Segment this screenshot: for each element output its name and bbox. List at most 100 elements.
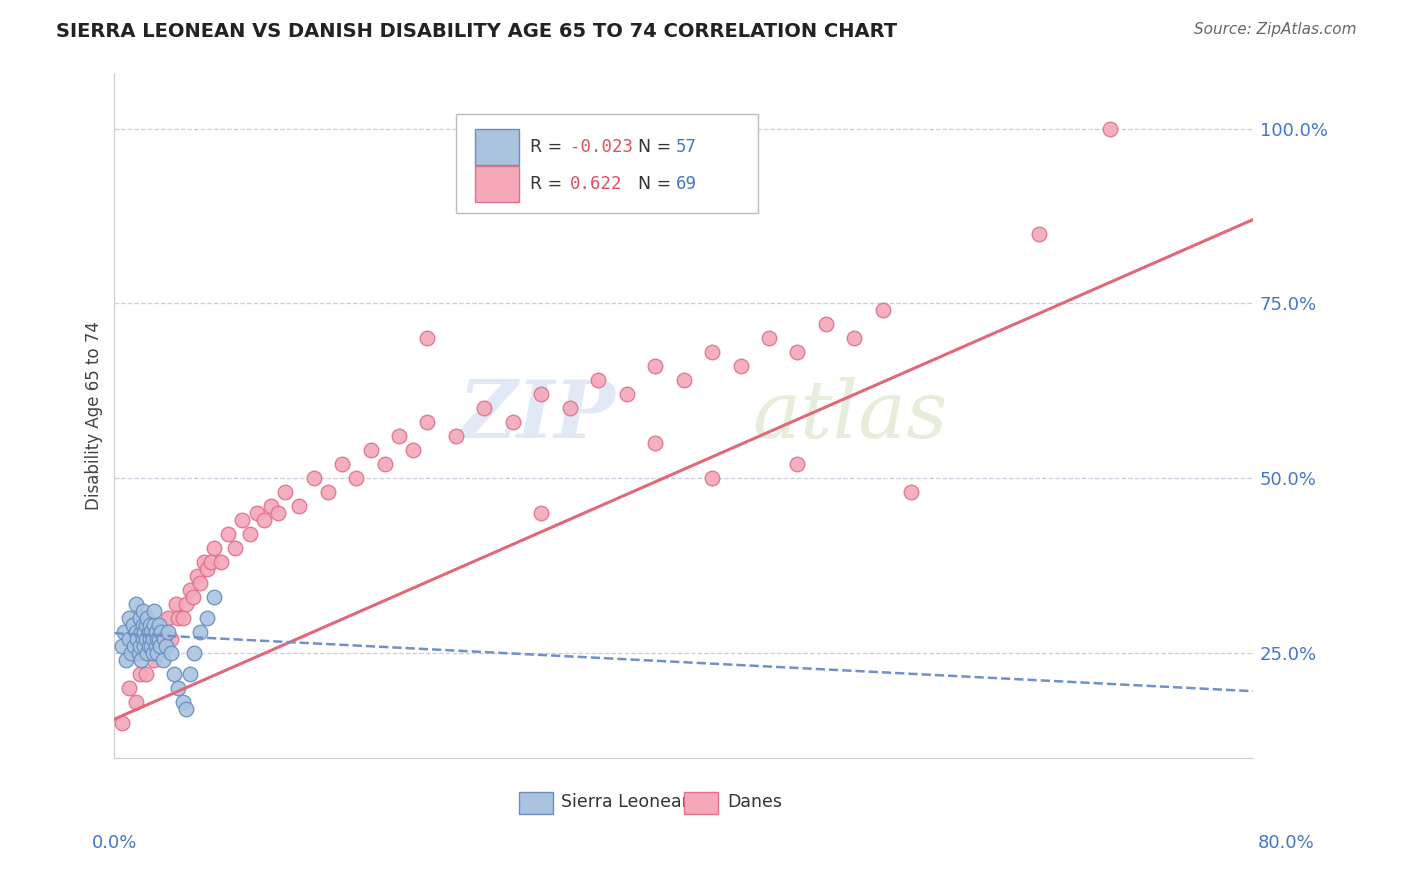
Point (153, 632, 176, 646)
Text: 0.622: 0.622 (569, 175, 623, 193)
Point (193, 555, 215, 569)
Point (530, 506, 553, 520)
Point (172, 695, 194, 709)
Point (139, 617, 162, 632)
Point (163, 666, 186, 681)
Point (122, 617, 145, 632)
Point (644, 436, 666, 450)
Point (231, 513, 253, 527)
FancyBboxPatch shape (456, 114, 758, 213)
Point (142, 646, 165, 660)
Point (150, 624, 173, 639)
Text: 69: 69 (676, 175, 696, 193)
Point (267, 506, 290, 520)
Point (125, 695, 148, 709)
Point (330, 457, 353, 471)
Point (174, 701, 197, 715)
Point (155, 639, 177, 653)
Point (112, 624, 135, 639)
Point (136, 646, 159, 660)
Point (444, 429, 467, 443)
Point (146, 624, 169, 639)
Point (174, 597, 197, 611)
Text: R =: R = (530, 138, 568, 156)
Point (148, 617, 170, 632)
Text: 57: 57 (676, 138, 696, 156)
Text: N =: N = (638, 138, 676, 156)
Point (217, 527, 239, 541)
Point (900, 485, 922, 500)
Point (344, 471, 367, 485)
Point (239, 527, 262, 541)
Point (844, 331, 866, 345)
Point (183, 646, 205, 660)
Point (474, 401, 496, 416)
Point (360, 443, 382, 458)
Point (139, 632, 162, 646)
Point (402, 443, 425, 458)
Point (135, 632, 157, 646)
Text: ZIP: ZIP (458, 376, 616, 454)
Text: -0.023: -0.023 (569, 138, 633, 156)
Point (143, 653, 166, 667)
Point (416, 331, 439, 345)
Point (110, 715, 132, 730)
Point (127, 632, 149, 646)
Point (167, 681, 190, 695)
Text: N =: N = (638, 175, 676, 193)
Point (224, 541, 246, 555)
Text: Source: ZipAtlas.com: Source: ZipAtlas.com (1194, 22, 1357, 37)
Point (141, 624, 163, 639)
Point (117, 632, 139, 646)
Point (160, 632, 183, 646)
Point (288, 499, 311, 513)
Point (700, 471, 723, 485)
Point (117, 681, 139, 695)
Text: 80.0%: 80.0% (1258, 834, 1315, 852)
Point (135, 666, 157, 681)
Point (138, 624, 160, 639)
Y-axis label: Disability Age 65 to 74: Disability Age 65 to 74 (86, 321, 103, 509)
Point (195, 562, 218, 576)
Point (138, 639, 160, 653)
Point (134, 639, 156, 653)
Point (872, 303, 894, 318)
Point (558, 401, 581, 416)
Point (165, 597, 187, 611)
Point (172, 611, 194, 625)
Point (121, 646, 143, 660)
Point (374, 457, 396, 471)
Point (302, 471, 325, 485)
Point (246, 506, 269, 520)
Point (758, 331, 780, 345)
Text: SIERRA LEONEAN VS DANISH DISABILITY AGE 65 TO 74 CORRELATION CHART: SIERRA LEONEAN VS DANISH DISABILITY AGE … (56, 22, 897, 41)
Point (145, 624, 167, 639)
Point (152, 653, 174, 667)
Point (530, 387, 553, 401)
Point (125, 597, 148, 611)
Point (644, 359, 666, 374)
Point (586, 373, 609, 387)
Point (132, 646, 155, 660)
FancyBboxPatch shape (519, 792, 553, 814)
Point (814, 318, 837, 332)
Point (157, 611, 180, 625)
Point (1099, 121, 1122, 136)
Point (132, 617, 155, 632)
Point (136, 611, 159, 625)
Point (141, 639, 163, 653)
Text: atlas: atlas (752, 376, 948, 454)
Text: 0.0%: 0.0% (91, 834, 136, 852)
Point (167, 611, 190, 625)
Point (148, 632, 170, 646)
Point (786, 345, 808, 359)
Point (110, 639, 132, 653)
FancyBboxPatch shape (475, 166, 519, 202)
Point (129, 666, 152, 681)
Point (209, 555, 232, 569)
Point (117, 611, 139, 625)
Text: R =: R = (530, 175, 574, 193)
Point (157, 624, 180, 639)
Point (145, 639, 167, 653)
Point (388, 429, 411, 443)
